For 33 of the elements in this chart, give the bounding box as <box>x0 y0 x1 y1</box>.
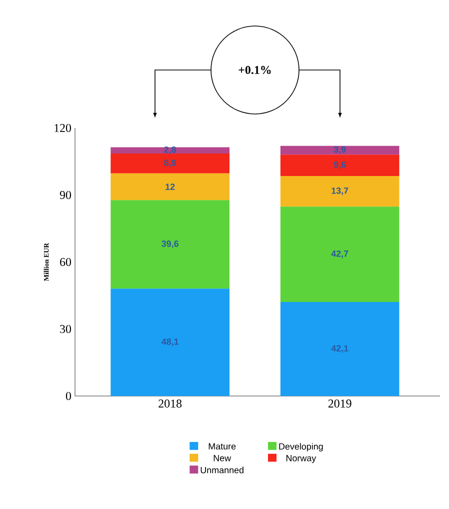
data-label: 42,7 <box>331 250 348 258</box>
legend-label: New <box>214 455 232 462</box>
x-tick-label: 2018 <box>158 400 182 408</box>
text: +0.1% <box>238 66 271 74</box>
bar <box>110 288 230 396</box>
bar <box>280 206 400 302</box>
bar <box>280 302 400 396</box>
y-tick-label: 60 <box>60 258 72 266</box>
y-tick-label: 30 <box>60 324 72 334</box>
y-tick-label: 120 <box>54 124 72 132</box>
data-label: 2,8 <box>164 146 176 154</box>
legend-label: Mature <box>208 443 236 450</box>
data-label: 48,1 <box>161 338 179 346</box>
bar <box>110 153 230 174</box>
bar <box>280 154 400 176</box>
data-label: 12 <box>166 184 175 190</box>
legend-label: Norway <box>286 455 316 464</box>
data-label: 13,7 <box>332 187 348 196</box>
bar <box>110 200 230 289</box>
bar <box>110 147 230 154</box>
x-tick-label: 2019 <box>328 400 352 408</box>
y-tick-label: 0 <box>66 392 72 400</box>
data-label: 42,1 <box>331 345 348 353</box>
data-label: 3,9 <box>334 146 346 154</box>
legend-label: Developing <box>279 443 323 452</box>
data-label: 8,9 <box>164 160 176 168</box>
legend-label: Unmanned <box>200 466 244 474</box>
bar <box>280 176 400 207</box>
bar <box>280 146 400 155</box>
data-label: 39,6 <box>162 240 178 248</box>
data-label: 9,6 <box>334 161 346 170</box>
bar <box>110 173 230 200</box>
y-tick-label: 90 <box>60 190 72 200</box>
